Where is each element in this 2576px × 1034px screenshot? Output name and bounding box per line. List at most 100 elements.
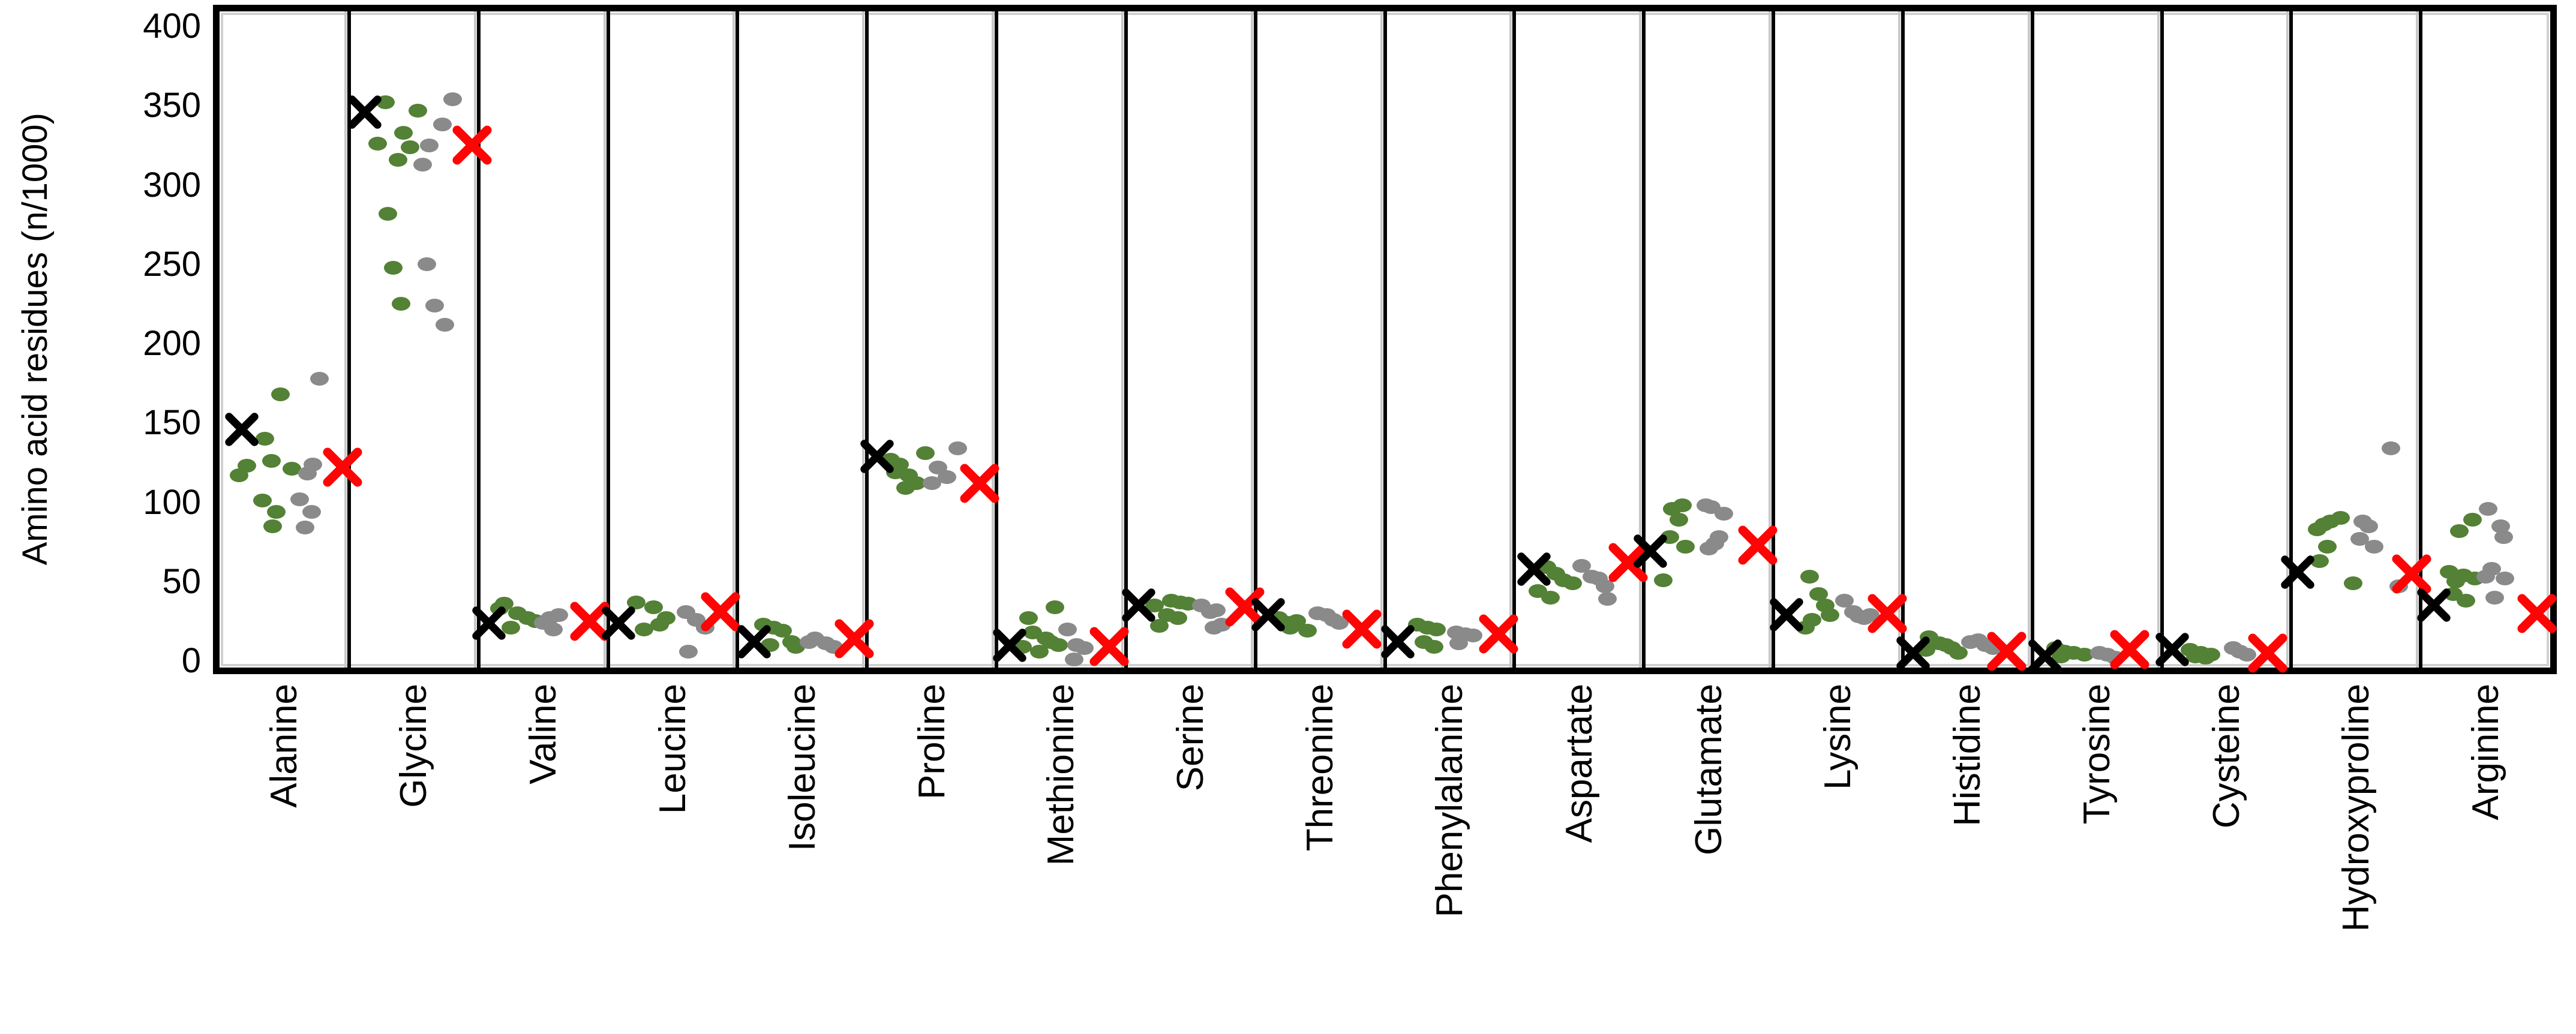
separator-shadow: [2157, 11, 2160, 668]
separator-shadow: [992, 11, 994, 668]
green-dot: [256, 432, 275, 446]
gray-dot: [1699, 541, 1718, 555]
gray-dot: [295, 521, 314, 535]
x-category-label: Aspartate: [1558, 684, 1600, 843]
separator-shadow: [862, 11, 865, 668]
category-separator-line: [476, 11, 481, 668]
green-dot: [2310, 554, 2329, 568]
gray-dot: [678, 644, 698, 659]
green-dot: [635, 622, 654, 636]
x-category-label-cell: Tyrosine: [2032, 684, 2162, 996]
x-category-label: Glutamate: [1688, 684, 1730, 856]
x-category-label-cell: Serine: [1126, 684, 1256, 996]
gray-dot: [417, 257, 436, 272]
gray-dot: [1205, 620, 1224, 635]
gray-dot: [2350, 531, 2370, 546]
x-category-label: Proline: [911, 684, 953, 799]
x-category-label-cell: Valine: [479, 684, 608, 996]
x-category-label-cell: Proline: [867, 684, 996, 996]
category-separator-line: [995, 11, 998, 668]
green-dot: [389, 152, 408, 167]
separator-shadow: [1380, 11, 1383, 668]
x-category-label: Leucine: [651, 684, 693, 814]
gray-dot: [938, 470, 957, 484]
category-separator-line: [2419, 11, 2423, 668]
green-dot: [1796, 620, 1815, 635]
green-dot: [1150, 619, 1169, 633]
x-category-label: Phenylalanine: [1428, 684, 1470, 918]
gray-dot: [436, 317, 455, 332]
gray-dot: [799, 635, 818, 649]
green-dot: [394, 125, 413, 140]
x-category-label-cell: Arginine: [2421, 684, 2550, 996]
red-x-marker: [959, 463, 1000, 504]
separator-shadow: [1898, 11, 1901, 668]
gray-dot: [298, 467, 317, 481]
red-x-marker: [1737, 525, 1778, 566]
green-dot: [262, 454, 281, 468]
black-x-marker: [1896, 636, 1931, 671]
green-dot: [283, 462, 302, 476]
y-axis-title-wrap: Amino acid residues (n/1000): [11, 12, 59, 666]
plot-area: [213, 5, 2557, 674]
green-dot: [2344, 576, 2363, 590]
gray-dot: [1330, 616, 1349, 630]
category-separator-line: [735, 11, 740, 668]
x-category-label: Valine: [523, 684, 565, 784]
black-x-marker: [472, 606, 506, 641]
red-x-marker: [2391, 554, 2432, 594]
red-x-marker: [700, 591, 741, 632]
gray-dot: [1960, 635, 1980, 649]
gray-dot: [420, 138, 439, 152]
x-category-label-cell: Hydroxyproline: [2291, 684, 2421, 996]
green-dot: [502, 620, 521, 635]
gray-dot: [1595, 579, 1614, 594]
gray-dot: [1058, 622, 1077, 636]
green-dot: [2446, 575, 2465, 589]
x-category-label: Cysteine: [2205, 684, 2247, 829]
green-dot: [1821, 608, 1840, 622]
green-dot: [1168, 611, 1187, 626]
black-x-marker: [1517, 552, 1551, 587]
green-dot: [253, 494, 272, 508]
gray-dot: [948, 441, 967, 456]
category-separator-line: [1642, 11, 1646, 668]
separator-shadow: [2027, 11, 2030, 668]
x-category-label-cell: Glycine: [349, 684, 479, 996]
x-category-label-cell: Methionine: [996, 684, 1126, 996]
category-separator-line: [1253, 11, 1257, 668]
green-dot: [2074, 647, 2094, 662]
x-category-label-cell: Aspartate: [1514, 684, 1644, 996]
x-category-label-cell: Cysteine: [2162, 684, 2292, 996]
black-x-marker: [737, 624, 771, 659]
green-dot: [2463, 513, 2482, 527]
red-x-marker: [1089, 626, 1130, 667]
y-tick-label: 300: [143, 165, 201, 205]
gray-dot: [2494, 530, 2513, 545]
gray-dot: [1463, 629, 1482, 643]
x-category-label: Threonine: [1299, 684, 1341, 852]
red-x-marker: [322, 447, 363, 488]
green-dot: [229, 468, 248, 483]
gray-dot: [2364, 540, 2383, 554]
x-category-label-cell: Isoleucine: [737, 684, 867, 996]
separator-shadow: [1639, 11, 1642, 668]
green-dot: [368, 137, 387, 151]
black-x-marker: [347, 95, 382, 130]
green-dot: [1298, 624, 1317, 638]
green-dot: [408, 103, 427, 118]
gray-dot: [1449, 636, 1469, 651]
y-tick-label: 350: [143, 86, 201, 125]
y-tick-label: 150: [143, 403, 201, 443]
black-x-marker: [1251, 597, 1286, 632]
green-dot: [773, 624, 792, 638]
gray-dot: [1572, 558, 1592, 573]
x-category-label-cell: Histidine: [1903, 684, 2032, 996]
gray-dot: [1715, 506, 1734, 521]
black-x-marker: [601, 606, 636, 641]
gray-dot: [2476, 570, 2495, 584]
black-x-marker: [1769, 597, 1804, 632]
red-x-marker: [2109, 629, 2150, 670]
y-tick-label: 200: [143, 324, 201, 363]
gray-dot: [290, 492, 310, 506]
